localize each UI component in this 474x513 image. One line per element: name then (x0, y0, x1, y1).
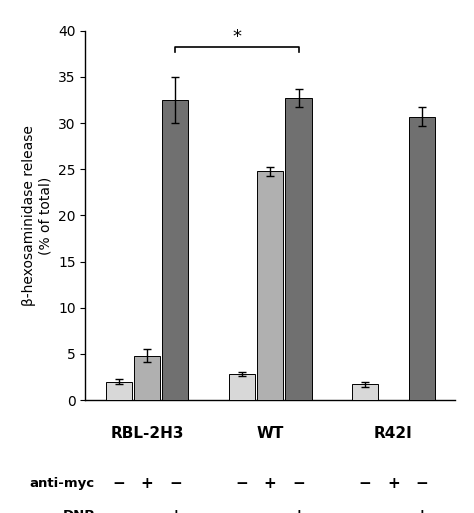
Text: WT: WT (256, 426, 284, 441)
Text: −: − (292, 476, 305, 491)
Text: −: − (112, 476, 125, 491)
Text: −: − (387, 508, 400, 513)
Text: −: − (415, 476, 428, 491)
Text: −: − (236, 508, 248, 513)
Text: −: − (359, 508, 372, 513)
Text: −: − (264, 508, 276, 513)
Text: −: − (236, 476, 248, 491)
Text: R42I: R42I (374, 426, 413, 441)
Text: +: + (292, 508, 305, 513)
Text: +: + (141, 476, 153, 491)
Text: DNP: DNP (63, 509, 94, 513)
Bar (106, 382, 132, 400)
Text: −: − (141, 508, 153, 513)
Bar (162, 100, 188, 400)
Bar (134, 356, 160, 400)
Bar (409, 116, 435, 400)
Text: +: + (387, 476, 400, 491)
Y-axis label: β-hexosaminidase release
(% of total): β-hexosaminidase release (% of total) (22, 125, 53, 306)
Text: −: − (112, 508, 125, 513)
Bar (352, 384, 378, 400)
Bar (285, 98, 311, 400)
Bar (229, 374, 255, 400)
Text: +: + (264, 476, 276, 491)
Text: *: * (232, 28, 241, 46)
Bar (257, 171, 283, 400)
Text: +: + (415, 508, 428, 513)
Text: +: + (169, 508, 182, 513)
Text: RBL-2H3: RBL-2H3 (110, 426, 184, 441)
Text: −: − (169, 476, 182, 491)
Text: anti-myc: anti-myc (29, 477, 94, 490)
Text: −: − (359, 476, 372, 491)
